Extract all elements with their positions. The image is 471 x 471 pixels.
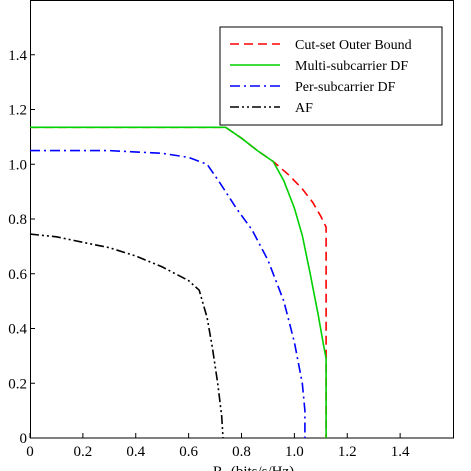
legend-label: Cut-set Outer Bound (295, 38, 412, 53)
legend-label: AF (295, 101, 313, 116)
series-layer (29, 126, 327, 439)
x-tick-label: 0.8 (232, 444, 251, 460)
x-axis-unit: (bits/s/Hz) (231, 464, 294, 471)
legend-box (219, 26, 443, 126)
y-tick-label: 0.8 (8, 212, 27, 228)
x-tick-label: 0.4 (126, 444, 145, 460)
x-axis-title: R (bits/s/Hz) (213, 464, 294, 471)
y-tick-label: 0 (20, 431, 28, 447)
x-axis-symbol: R (213, 464, 223, 471)
series-line-3 (30, 149, 306, 438)
series-line-2 (30, 126, 327, 438)
series-line-4 (29, 233, 224, 439)
y-tick-label: 1.4 (8, 48, 27, 64)
y-tick-label: 0.6 (8, 267, 27, 283)
y-tick-label: 0.2 (8, 376, 27, 392)
legend-label: Multi-subcarrier DF (295, 59, 408, 74)
y-tick-label: 1.2 (8, 103, 27, 119)
x-tick-label: 0.6 (179, 444, 198, 460)
legend-label: Per-subcarrier DF (295, 80, 396, 95)
y-tick-label: 0.4 (8, 322, 27, 338)
legend: Cut-set Outer Bound Multi-subcarrier DF Pe… (219, 26, 443, 126)
x-tick-label: 0 (26, 444, 34, 460)
series-line-1 (30, 126, 327, 438)
x-tick-label: 1.2 (338, 444, 357, 460)
ticks-layer: 0 0.2 0.4 0.6 0.8 1.0 1.2 1.4 0 0.2 0.4 0.6 0.8 1.0 1.… (8, 48, 410, 460)
x-tick-label: 1.0 (285, 444, 304, 460)
x-tick-label: 0.2 (74, 444, 93, 460)
y-tick-label: 1.0 (8, 157, 27, 173)
x-tick-label: 1.4 (391, 444, 410, 460)
